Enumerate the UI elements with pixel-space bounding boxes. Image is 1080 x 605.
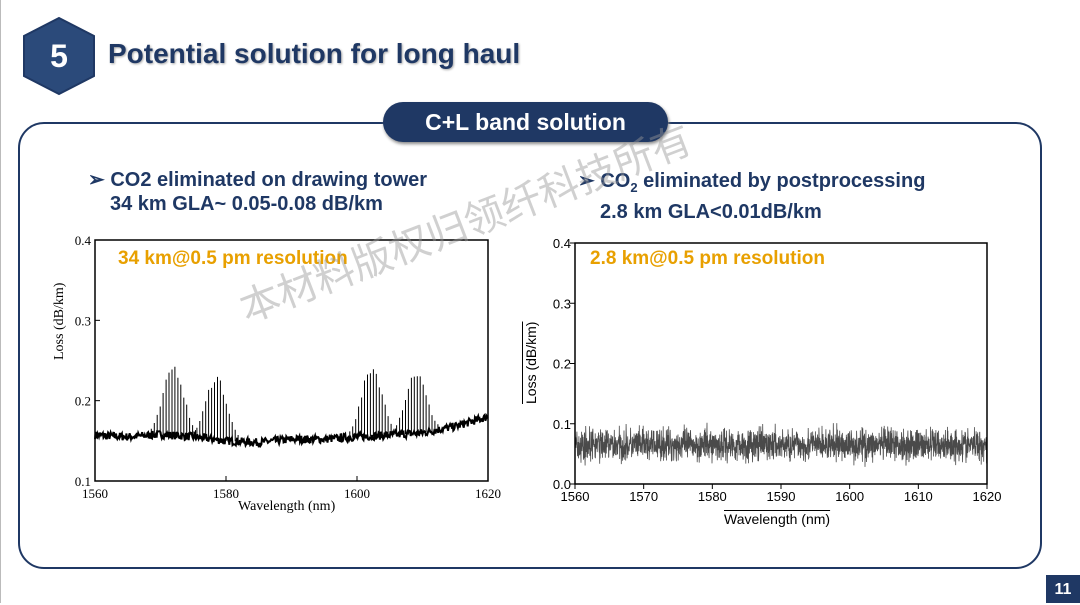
x-tick-label: 1620 [475,486,501,501]
slide-title: Potential solution for long haul [108,38,521,69]
y-tick-label: 0.2 [553,357,571,372]
arrow-bullet-icon: ➢ [88,169,111,191]
x-tick-label: 1620 [973,489,1002,504]
left-bullet-line2: 34 km GLA~ 0.05-0.08 dB/km [110,193,383,215]
arrow-bullet-icon: ➢ [578,170,601,192]
x-tick-label: 1580 [213,486,239,501]
left-x-axis-label: Wavelength (nm) [238,499,336,514]
chart-right: 1560 1570 1580 1590 1600 1610 1620 0.0 0.1 0.2 0.3… [553,236,1002,504]
right-bullet-line2: 2.8 km GLA<0.01dB/km [600,201,822,223]
right-x-axis-label: Wavelength (nm) [724,511,831,527]
x-tick-label: 1600 [835,489,864,504]
right-chart-annotation: 2.8 km@0.5 pm resolution [590,248,825,269]
y-tick-label: 0.4 [75,233,92,248]
x-tick-label: 1610 [904,489,933,504]
y-tick-label: 0.1 [553,417,571,432]
left-bullet-line1: CO2 eliminated on drawing tower [110,169,428,191]
left-chart-annotation: 34 km@0.5 pm resolution [118,248,348,269]
section-number: 5 [50,38,68,74]
y-tick-label: 0.2 [75,394,91,409]
x-tick-label: 1580 [698,489,727,504]
left-y-axis-label: Loss (dB/km) [52,282,67,360]
loss-trace [574,422,988,467]
slide-edge [0,0,1,603]
x-tick-label: 1590 [767,489,796,504]
section-hexagon-badge [23,16,95,96]
right-bullet-line1-pre: CO [600,170,631,192]
x-tick-label: 1560 [561,489,590,504]
right-bullet-line1-post: eliminated by postprocessing [637,170,926,192]
y-tick-label: 0.4 [553,236,571,251]
plot-frame [94,239,489,482]
left-bullet: ➢ CO2 eliminated on drawing tower 34 km … [88,168,427,216]
y-tick-label: 0.3 [75,313,91,328]
absorption-lines [150,366,439,442]
right-bullet-subscript: 2 [630,180,638,195]
x-tick-label: 1560 [82,486,108,501]
y-tick-label: 0.3 [553,296,571,311]
x-tick-label: 1570 [629,489,658,504]
page-number: 11 [1046,575,1080,603]
right-y-axis-label: Loss (dB/km) [523,321,539,404]
y-tick-label: 0.0 [553,477,571,492]
y-tick-label: 0.1 [75,474,91,489]
right-bullet: ➢ CO2 eliminated by postprocessing 2.8 k… [578,169,925,224]
x-tick-label: 1600 [344,486,370,501]
chart-left: 1560 1580 1600 1620 0.1 0.2 0.3 0.4 [75,233,501,501]
band-label-pill: C+L band solution [383,102,668,142]
